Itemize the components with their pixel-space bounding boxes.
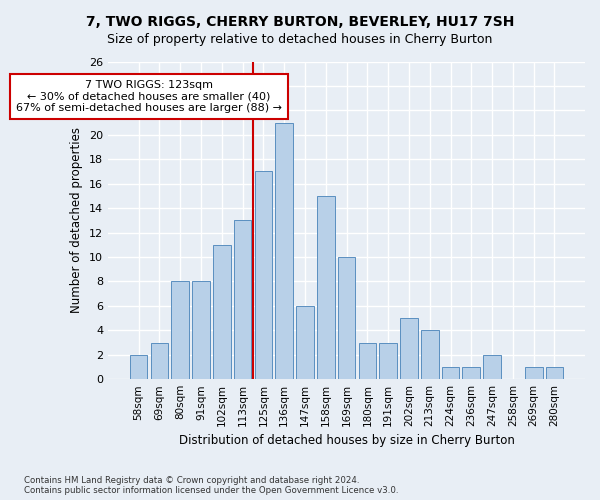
Bar	[463, 367, 480, 379]
Bar	[151, 342, 168, 379]
Bar	[483, 354, 501, 379]
Bar	[379, 342, 397, 379]
Bar	[296, 306, 314, 379]
Bar	[254, 172, 272, 379]
X-axis label: Distribution of detached houses by size in Cherry Burton: Distribution of detached houses by size …	[179, 434, 514, 448]
Bar	[400, 318, 418, 379]
Bar	[338, 257, 355, 379]
Y-axis label: Number of detached properties: Number of detached properties	[70, 128, 83, 314]
Bar	[130, 354, 148, 379]
Bar	[359, 342, 376, 379]
Bar	[317, 196, 335, 379]
Bar	[545, 367, 563, 379]
Bar	[525, 367, 542, 379]
Text: 7 TWO RIGGS: 123sqm
← 30% of detached houses are smaller (40)
67% of semi-detach: 7 TWO RIGGS: 123sqm ← 30% of detached ho…	[16, 80, 282, 113]
Bar	[172, 282, 189, 379]
Text: Contains HM Land Registry data © Crown copyright and database right 2024.
Contai: Contains HM Land Registry data © Crown c…	[24, 476, 398, 495]
Bar	[442, 367, 460, 379]
Bar	[192, 282, 210, 379]
Bar	[234, 220, 251, 379]
Bar	[213, 245, 230, 379]
Text: 7, TWO RIGGS, CHERRY BURTON, BEVERLEY, HU17 7SH: 7, TWO RIGGS, CHERRY BURTON, BEVERLEY, H…	[86, 15, 514, 29]
Bar	[421, 330, 439, 379]
Text: Size of property relative to detached houses in Cherry Burton: Size of property relative to detached ho…	[107, 32, 493, 46]
Bar	[275, 122, 293, 379]
